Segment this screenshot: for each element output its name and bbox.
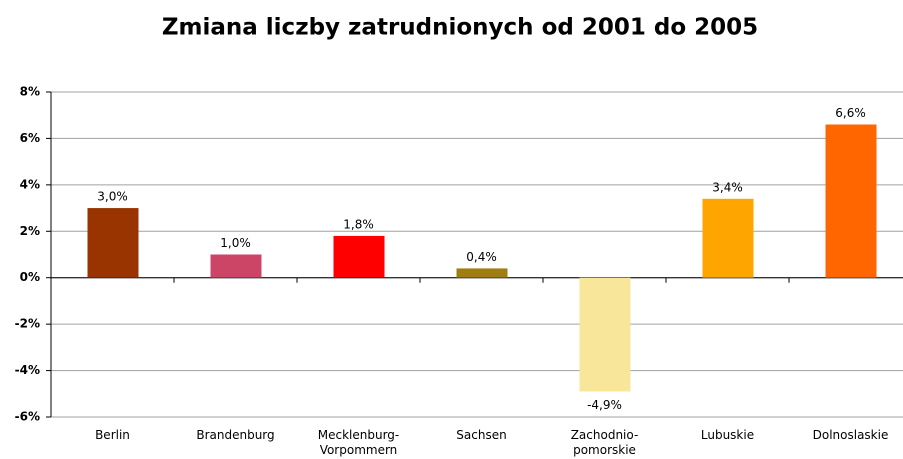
x-tick-label: Berlin [95, 428, 130, 442]
x-tick-label: Brandenburg [196, 428, 275, 442]
x-tick-label: Dolnoslaskie [812, 428, 889, 442]
value-label: -4,9% [587, 398, 622, 412]
value-label: 0,4% [466, 250, 497, 264]
y-tick-label: -6% [15, 410, 40, 424]
value-label: 1,8% [343, 217, 374, 231]
chart-title: Zmiana liczby zatrudnionych od 2001 do 2… [162, 15, 758, 41]
bar [87, 208, 139, 278]
bar [456, 268, 508, 278]
y-tick-label: 0% [20, 270, 40, 284]
x-tick-label: Sachsen [456, 428, 507, 442]
x-tick-label: Mecklenburg-Vorpommern [317, 428, 400, 457]
y-tick-label: -2% [15, 317, 40, 331]
bar [702, 198, 754, 278]
bar [210, 254, 262, 278]
y-tick-label: 8% [20, 85, 40, 99]
y-tick-label: -4% [15, 363, 40, 377]
value-label: 3,4% [712, 180, 743, 194]
x-tick-label: Zachodnio-pomorskie [570, 428, 639, 457]
x-tick-label: Lubuskie [700, 428, 755, 442]
y-tick-label: 6% [20, 131, 40, 145]
value-label: 6,6% [835, 106, 866, 120]
y-tick-label: 2% [20, 224, 40, 238]
bar [333, 235, 385, 278]
bar [825, 124, 877, 278]
y-tick-label: 4% [20, 177, 40, 191]
value-label: 1,0% [220, 236, 251, 250]
bar [579, 277, 631, 392]
value-label: 3,0% [97, 190, 128, 204]
